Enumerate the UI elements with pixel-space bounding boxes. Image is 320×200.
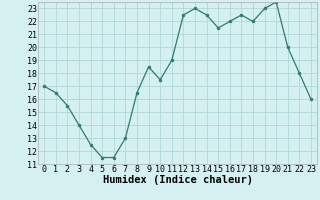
X-axis label: Humidex (Indice chaleur): Humidex (Indice chaleur) [103, 175, 252, 185]
